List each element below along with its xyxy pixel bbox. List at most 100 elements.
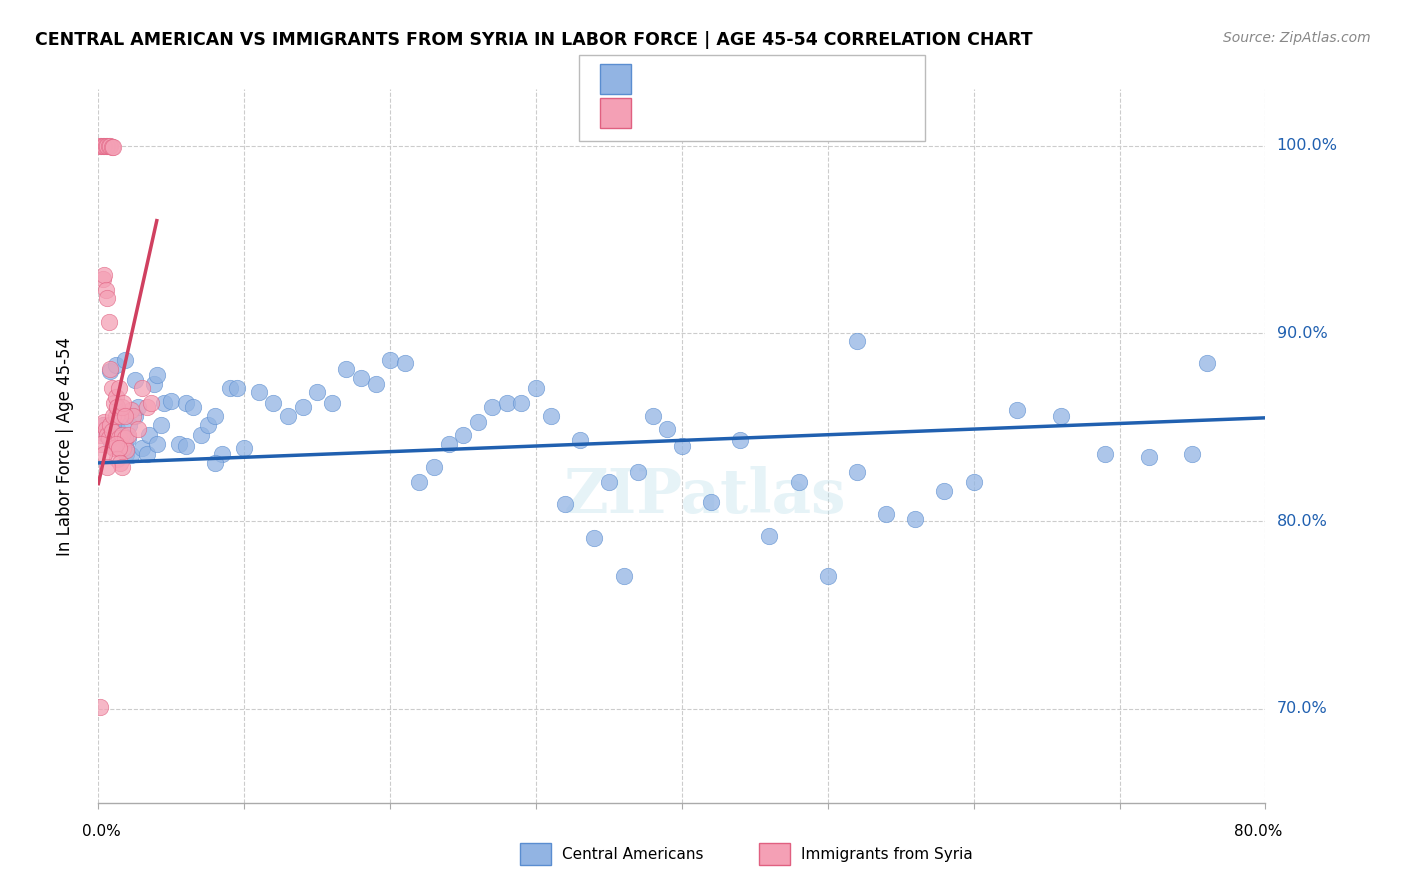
- Point: [91, 138, 114, 153]
- Point: [408, 475, 430, 489]
- Point: [627, 465, 650, 479]
- Point: [122, 409, 145, 423]
- Point: [89, 138, 111, 153]
- Point: [153, 396, 176, 410]
- Point: [111, 459, 134, 474]
- Text: N =: N =: [755, 103, 792, 120]
- Point: [101, 437, 124, 451]
- Point: [96, 427, 118, 442]
- Point: [247, 384, 270, 399]
- Point: [98, 434, 121, 448]
- Point: [598, 475, 620, 489]
- Point: [94, 422, 117, 436]
- Point: [104, 358, 127, 372]
- Point: [211, 446, 233, 460]
- Y-axis label: In Labor Force | Age 45-54: In Labor Force | Age 45-54: [56, 336, 75, 556]
- Point: [104, 409, 127, 423]
- Point: [108, 441, 131, 455]
- Point: [111, 432, 134, 446]
- Point: [94, 422, 117, 436]
- Point: [875, 507, 897, 521]
- Point: [96, 291, 118, 305]
- Point: [307, 384, 329, 399]
- Point: [135, 446, 157, 460]
- Point: [758, 529, 780, 543]
- Point: [174, 396, 197, 410]
- Point: [117, 432, 139, 446]
- Point: [93, 415, 115, 429]
- Point: [934, 484, 956, 499]
- Point: [135, 400, 157, 414]
- Point: [321, 396, 343, 410]
- Point: [101, 409, 124, 423]
- Point: [817, 568, 839, 582]
- Point: [93, 138, 115, 153]
- Point: [108, 427, 131, 442]
- Point: [394, 356, 416, 370]
- Text: 0.530: 0.530: [688, 103, 740, 120]
- Point: [350, 371, 373, 385]
- Point: [112, 396, 135, 410]
- Point: [96, 424, 118, 438]
- Text: Central Americans: Central Americans: [562, 847, 704, 862]
- Point: [700, 495, 723, 509]
- Point: [524, 381, 547, 395]
- Point: [100, 381, 122, 395]
- Point: [181, 400, 204, 414]
- Point: [115, 442, 138, 457]
- Point: [120, 449, 142, 463]
- Point: [167, 437, 190, 451]
- Text: 94: 94: [796, 69, 820, 87]
- Point: [139, 396, 162, 410]
- Point: [112, 441, 135, 455]
- Point: [105, 400, 128, 414]
- Point: [97, 315, 120, 329]
- Point: [101, 140, 124, 154]
- Point: [111, 400, 134, 414]
- Point: [204, 456, 226, 470]
- Point: [108, 432, 131, 446]
- Point: [97, 429, 120, 443]
- Point: [160, 393, 183, 408]
- Point: [190, 427, 212, 442]
- Point: [103, 396, 125, 410]
- Point: [93, 418, 115, 433]
- Point: [127, 422, 149, 436]
- Point: [110, 409, 132, 423]
- Point: [105, 452, 128, 467]
- Text: CENTRAL AMERICAN VS IMMIGRANTS FROM SYRIA IN LABOR FORCE | AGE 45-54 CORRELATION: CENTRAL AMERICAN VS IMMIGRANTS FROM SYRI…: [35, 31, 1033, 49]
- Point: [437, 437, 460, 451]
- Point: [335, 362, 357, 376]
- Point: [204, 409, 226, 423]
- Point: [104, 437, 127, 451]
- Point: [93, 446, 115, 460]
- Point: [568, 434, 591, 448]
- Text: 80.0%: 80.0%: [1234, 824, 1282, 838]
- Point: [112, 442, 135, 457]
- Point: [233, 441, 256, 455]
- Point: [423, 459, 446, 474]
- Point: [115, 446, 138, 460]
- Point: [117, 427, 139, 442]
- Point: [89, 700, 111, 714]
- Point: [110, 441, 132, 455]
- Point: [540, 409, 562, 423]
- Point: [94, 283, 117, 297]
- Text: 0.171: 0.171: [688, 69, 740, 87]
- Point: [612, 568, 634, 582]
- Point: [150, 418, 173, 433]
- Point: [1195, 356, 1218, 370]
- Point: [114, 437, 136, 451]
- Point: [226, 381, 249, 395]
- Point: [1094, 446, 1116, 460]
- Point: [583, 531, 606, 545]
- Point: [142, 377, 165, 392]
- Point: [114, 432, 136, 446]
- Text: 0.0%: 0.0%: [82, 824, 121, 838]
- Point: [451, 427, 474, 442]
- Point: [94, 138, 117, 153]
- Point: [146, 368, 169, 382]
- Point: [127, 400, 149, 414]
- Point: [98, 364, 121, 378]
- Point: [120, 403, 142, 417]
